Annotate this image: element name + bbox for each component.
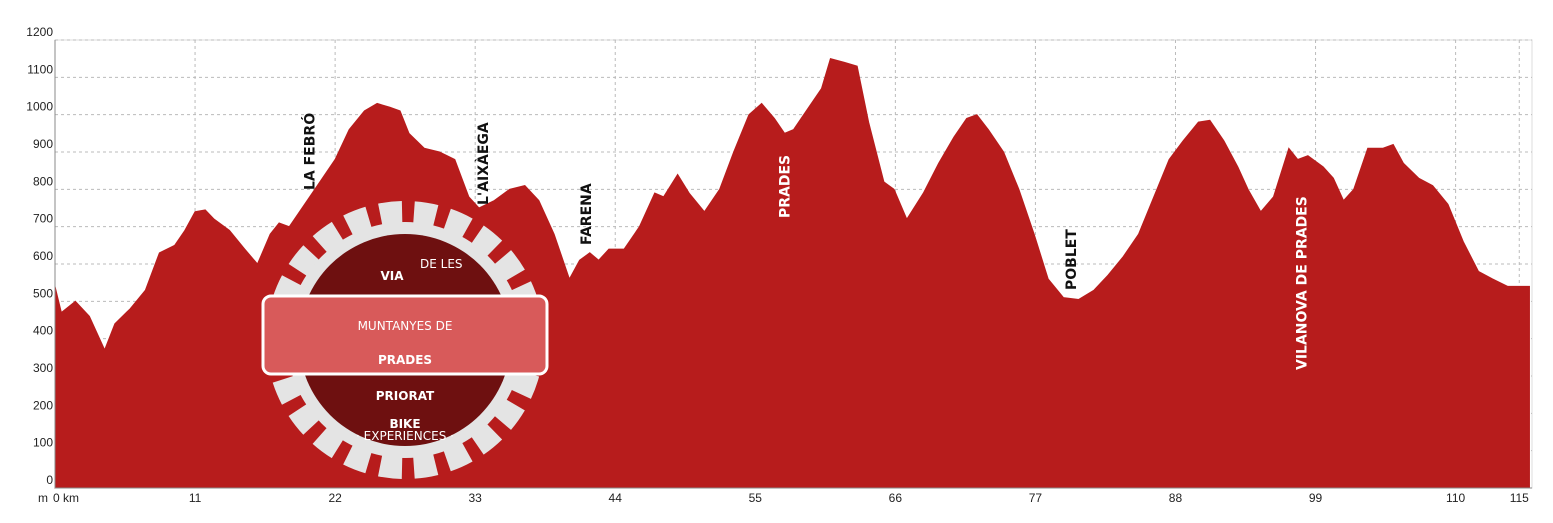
annotation: L'AIXÀEGA [475, 122, 492, 205]
x-tick-label: 88 [1169, 491, 1183, 505]
x-tick-label: 115 [1510, 491, 1529, 505]
logo-text: · EXPERIENCES · [356, 429, 454, 443]
y-tick-label: 500 [33, 286, 53, 300]
x-tick-label: 22 [328, 491, 342, 505]
logo-banner [261, 294, 549, 376]
x-tick-label: 77 [1029, 491, 1043, 505]
annotation: PRADES [778, 155, 794, 218]
x-tick-label: 33 [469, 491, 483, 505]
x-tick-label: 99 [1309, 491, 1323, 505]
y-tick-label: 700 [33, 212, 53, 226]
y-tick-label: 1000 [26, 100, 53, 114]
x-tick-label: 66 [889, 491, 903, 505]
x-tick-label: 44 [609, 491, 623, 505]
annotation: LA FEBRÓ [301, 113, 319, 190]
logo-text: VIA [380, 269, 404, 283]
y-tick-label: 900 [33, 137, 53, 151]
annotation: VILANOVA DE PRADES [1295, 196, 1311, 370]
y-tick-label: 300 [33, 361, 53, 375]
x-tick-label: 110 [1446, 491, 1465, 505]
y-tick-label: 100 [33, 436, 53, 450]
logo-text: DE LES [420, 257, 463, 271]
logo-text: BIKE [389, 417, 420, 431]
y-tick-label: 1100 [27, 62, 53, 76]
annotation: FARENA [579, 183, 595, 245]
annotation: POBLET [1064, 229, 1080, 290]
y-tick-label: 400 [33, 324, 53, 338]
logo-text: PRADES [378, 353, 432, 367]
y-tick-label: 600 [33, 249, 53, 263]
y-unit-label: m [38, 491, 48, 505]
y-tick-label: 0 [46, 473, 53, 487]
logo: VIA DE LES MUNTANYES DE PRADES PRIORAT B… [261, 201, 549, 479]
x-tick-label: 55 [749, 491, 763, 505]
logo-text: PRIORAT [376, 389, 435, 403]
y-tick-label: 1200 [26, 25, 53, 39]
y-tick-label: 800 [33, 174, 53, 188]
x-tick-label: 0 km [53, 491, 79, 505]
x-tick-label: 11 [189, 491, 202, 505]
y-tick-label: 200 [33, 398, 53, 412]
logo-text: MUNTANYES DE [358, 319, 453, 333]
